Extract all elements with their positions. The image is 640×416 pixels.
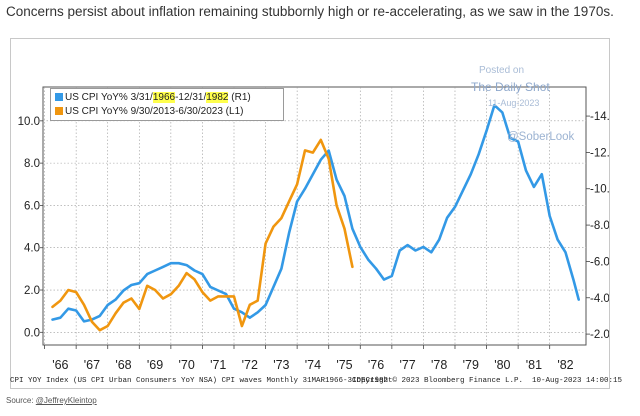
x-axis-tick-label: '70	[178, 358, 194, 372]
right-axis-tick-label: -4.0	[590, 293, 609, 305]
footer-timestamp: 10-Aug-2023 14:00:15	[532, 377, 623, 385]
caption: Concerns persist about inflation remaini…	[6, 4, 614, 19]
x-axis-tick-label: '66	[52, 358, 68, 372]
x-axis-tick-label: '80	[494, 358, 510, 372]
left-axis-tick-label: 6.0	[24, 200, 40, 212]
series-line-1966-1982	[51, 103, 581, 323]
x-axis-tick-label: '68	[115, 358, 131, 372]
left-axis-tick-label: 2.0	[24, 285, 40, 297]
legend-item-2013-2023: US CPI YoY% 9/30/2013-6/30/2023 (L1)	[55, 105, 243, 118]
legend-swatch-blue	[55, 93, 63, 102]
x-axis-tick-label: '76	[368, 358, 384, 372]
left-axis-tick-label: 8.0	[24, 158, 40, 170]
watermark-date: 11-Aug-2023	[488, 98, 540, 108]
right-axis-tick-label: -6.0	[590, 256, 609, 268]
legend-text-2: US CPI YoY% 9/30/2013-6/30/2023 (L1)	[65, 106, 244, 117]
right-axis-tick-label: -14.0	[590, 111, 609, 123]
chart-legend: US CPI YoY% 3/31/1966-12/31/1982 (R1) US…	[50, 88, 284, 121]
x-axis-tick-label: '74	[305, 358, 321, 372]
watermark-handle: @SoberLook	[507, 131, 575, 143]
right-axis-tick-label: -12.0	[590, 147, 609, 159]
footer-copyright: Copyright© 2023 Bloomberg Finance L.P.	[352, 377, 524, 385]
watermark-posted-on: Posted on	[479, 65, 525, 76]
right-axis-tick-label: -2.0	[590, 329, 609, 341]
legend-text-1-pre: US CPI YoY% 3/31/	[65, 92, 153, 103]
right-axis-tick-label: -10.0	[590, 184, 609, 196]
x-axis-tick-label: '67	[84, 358, 100, 372]
watermark-site: The Daily Shot	[471, 80, 550, 94]
x-axis-tick-label: '72	[242, 358, 258, 372]
left-axis-tick-label: 4.0	[24, 243, 40, 255]
x-axis-tick-label: '82	[557, 358, 573, 372]
right-axis-tick-label: -8.0	[590, 220, 609, 232]
legend-item-1966-1982: US CPI YoY% 3/31/1966-12/31/1982 (R1)	[55, 91, 251, 104]
legend-swatch-orange	[55, 107, 63, 116]
footer-description: CPI YOY Index (US CPI Urban Consumers Yo…	[10, 377, 389, 385]
legend-highlight-1966: 1966	[152, 92, 176, 103]
source-prefix: Source:	[6, 396, 36, 405]
x-axis-tick-label: '71	[210, 358, 226, 372]
series-line-2013-2023	[51, 138, 354, 332]
x-axis-tick-label: '77	[399, 358, 415, 372]
x-axis-tick-label: '79	[463, 358, 479, 372]
x-axis-tick-label: '78	[431, 358, 447, 372]
source-line: Source: @JeffreyKleintop	[6, 396, 97, 405]
x-axis-tick-label: '69	[147, 358, 163, 372]
left-axis-tick-label: 0.0	[24, 327, 40, 339]
left-axis-tick-label: 10.0	[18, 116, 40, 128]
x-axis-tick-label: '81	[526, 358, 542, 372]
source-link[interactable]: @JeffreyKleintop	[35, 396, 97, 405]
plot-area-border	[42, 86, 587, 346]
x-axis-tick-label: '75	[336, 358, 352, 372]
legend-text-1-mid: -12/31/	[175, 92, 207, 103]
x-axis-tick-label: '73	[273, 358, 289, 372]
legend-text-1-post: (R1)	[228, 92, 251, 103]
legend-highlight-1982: 1982	[206, 92, 229, 103]
chart-svg: 0.0 2.0 4.0 6.0 8.0 10.0 -2.0 -4.0 -6.0 -8.0 -10.0…	[18, 86, 609, 372]
